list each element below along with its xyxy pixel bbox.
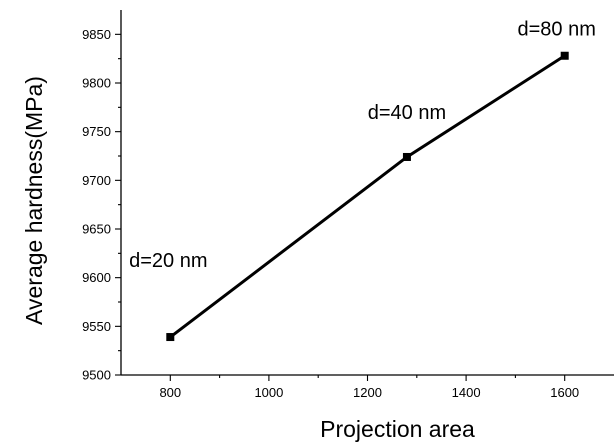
- annotation-layer: d=20 nm d=40 nm d=80 nm: [129, 19, 596, 272]
- y-tick-label: 9550: [82, 319, 111, 334]
- x-tick-label: 1200: [353, 385, 382, 400]
- x-axis-title: Projection area: [320, 416, 475, 442]
- y-tick-label: 9700: [82, 173, 111, 188]
- x-tick-label: 1600: [550, 385, 579, 400]
- y-ticks: 9500 9550 9600 9650 9700 9750 9800 9850: [82, 27, 121, 383]
- data-point: [560, 51, 569, 60]
- x-tick-label: 800: [159, 385, 181, 400]
- data-point: [166, 333, 175, 342]
- series-line: [169, 54, 566, 339]
- point-annotation: d=80 nm: [518, 19, 596, 41]
- data-point: [402, 152, 411, 161]
- y-tick-label: 9750: [82, 124, 111, 139]
- y-tick-label: 9850: [82, 27, 111, 42]
- axes: [120, 10, 614, 376]
- y-tick-label: 9650: [82, 222, 111, 237]
- x-tick-label: 1000: [254, 385, 283, 400]
- x-tick-label: 1400: [452, 385, 481, 400]
- y-tick-label: 9600: [82, 270, 111, 285]
- point-annotation: d=20 nm: [129, 250, 207, 272]
- y-tick-label: 9500: [82, 368, 111, 383]
- y-tick-label: 9800: [82, 76, 111, 91]
- x-ticks: 800 1000 1200 1400 1600: [159, 375, 579, 400]
- series-layer: [166, 51, 569, 342]
- point-annotation: d=40 nm: [368, 102, 446, 124]
- y-axis-title: Average hardness(MPa): [21, 76, 47, 325]
